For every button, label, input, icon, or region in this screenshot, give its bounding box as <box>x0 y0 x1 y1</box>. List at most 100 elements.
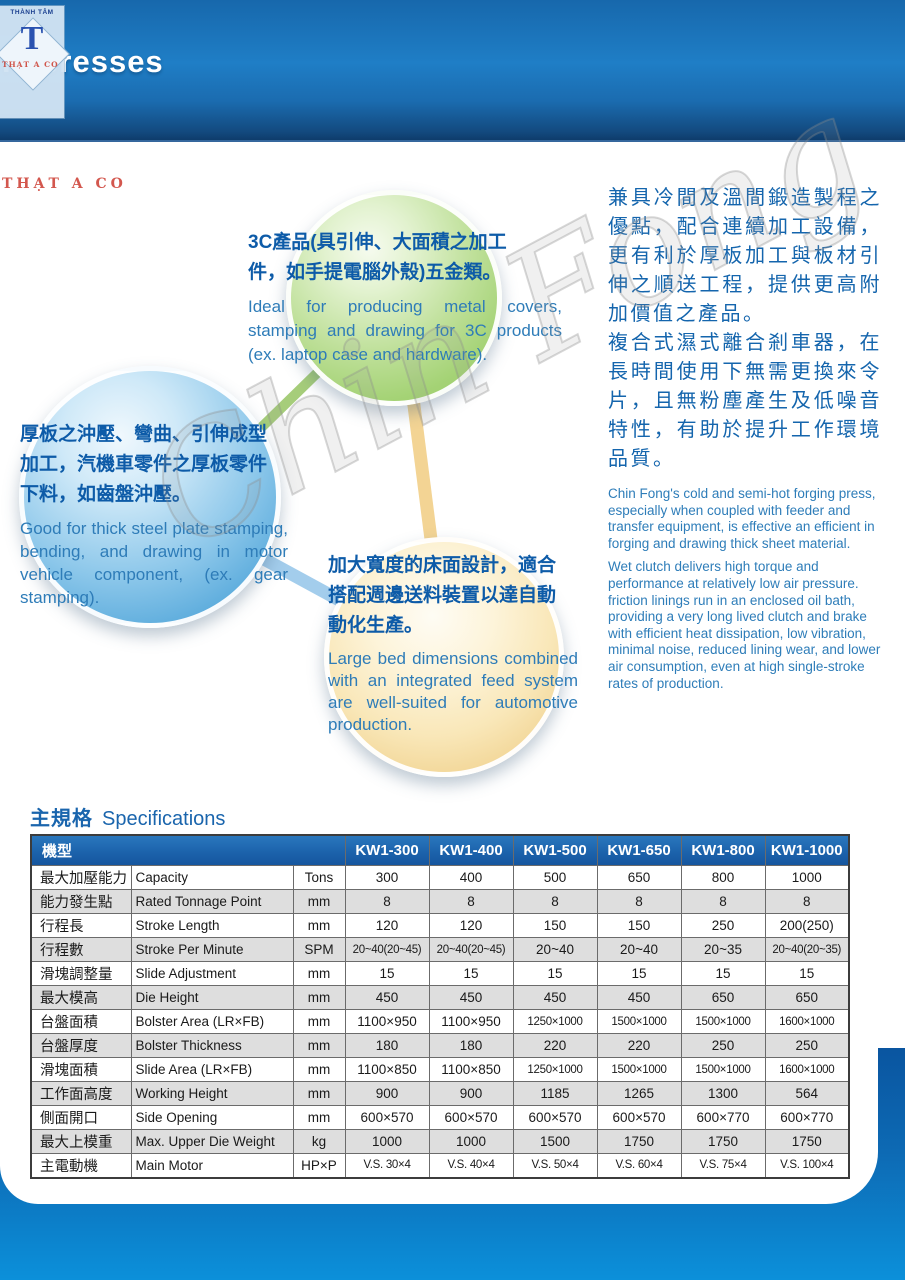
spec-value: 600×570 <box>344 1105 430 1130</box>
spec-row: 工作面高度 Working Height mm 900 900 1185 1265 1300 5… <box>30 1081 850 1106</box>
blue-bubble-chinese: 厚板之沖壓、彎曲、引伸成型 加工，汽機車零件之厚板零件 下料，如齒盤沖壓。 <box>20 424 268 505</box>
spec-value: 20~35 <box>680 937 766 962</box>
spec-unit: mm <box>292 1105 346 1130</box>
spec-value: 15 <box>680 961 766 986</box>
spec-value: 1250×1000 <box>512 1057 598 1082</box>
spec-value: 220 <box>596 1033 682 1058</box>
spec-row: 主電動機 Main Motor HP×P V.S. 30×4 V.S. 40×4 V.S.… <box>30 1153 850 1178</box>
spec-value: 200(250) <box>764 913 850 938</box>
spec-value: 250 <box>680 1033 766 1058</box>
spec-label-chinese: 主電動機 <box>30 1153 132 1178</box>
green-bubble-text: 3C產品(具引伸、大面積之加工 件，如手提電腦外殼)五金類。 Ideal for … <box>248 228 562 367</box>
spec-unit: mm <box>292 1081 346 1106</box>
spec-value: 1000 <box>428 1129 514 1154</box>
spec-row: 最大模高 Die Height mm 450 450 450 450 650 650 <box>30 985 850 1010</box>
spec-label-chinese: 最大上模重 <box>30 1129 132 1154</box>
specifications-table: 機型 KW1-300 KW1-400 KW1-500 KW1-650 KW1-800 KW… <box>30 834 851 1179</box>
spec-row: 台盤面積 Bolster Area (LR×FB) mm 1100×950 1100×9… <box>30 1009 850 1034</box>
page-header: le presses <box>0 0 905 142</box>
green-bubble <box>286 190 502 406</box>
spec-value: 1100×850 <box>428 1057 514 1082</box>
spec-row: 行程數 Stroke Per Minute SPM 20~40(20~45) 20~40… <box>30 937 850 962</box>
spec-label-chinese: 滑塊面積 <box>30 1057 132 1082</box>
specifications-title: 主規格 Specifications <box>30 802 225 831</box>
spec-label-chinese: 台盤厚度 <box>30 1033 132 1058</box>
model-column-header: KW1-1000 <box>764 834 850 866</box>
model-column-header: KW1-300 <box>344 834 430 866</box>
spec-value: 600×570 <box>428 1105 514 1130</box>
spec-label-chinese: 最大加壓能力 <box>30 865 132 890</box>
model-column-header: KW1-800 <box>680 834 766 866</box>
spec-value: V.S. 40×4 <box>428 1153 514 1178</box>
spec-value: 180 <box>344 1033 430 1058</box>
spec-value: 1500×1000 <box>680 1057 766 1082</box>
spec-unit: mm <box>292 985 346 1010</box>
spec-label-english: Die Height <box>130 985 294 1010</box>
spec-label-chinese: 行程數 <box>30 937 132 962</box>
spec-label-chinese: 行程長 <box>30 913 132 938</box>
red-stamp-small: THẠT A CO <box>2 60 59 69</box>
spec-label-english: Bolster Area (LR×FB) <box>130 1009 294 1034</box>
spec-row: 滑塊面積 Slide Area (LR×FB) mm 1100×850 1100×850… <box>30 1057 850 1082</box>
spec-value: 900 <box>428 1081 514 1106</box>
spec-unit: mm <box>292 1009 346 1034</box>
spec-value: 800 <box>680 865 766 890</box>
spec-label-english: Stroke Length <box>130 913 294 938</box>
spec-value: 1300 <box>680 1081 766 1106</box>
spec-value: 8 <box>764 889 850 914</box>
spec-unit: mm <box>292 1057 346 1082</box>
blue-bubble <box>19 366 281 628</box>
spec-value: 300 <box>344 865 430 890</box>
spec-value: V.S. 75×4 <box>680 1153 766 1178</box>
spec-value: 20~40(20~35) <box>764 937 850 962</box>
spec-label-english: Main Motor <box>130 1153 294 1178</box>
spec-row: 最大上模重 Max. Upper Die Weight kg 1000 1000 1500… <box>30 1129 850 1154</box>
spec-value: 1185 <box>512 1081 598 1106</box>
spec-unit: Tons <box>292 865 346 890</box>
spec-value: 20~40(20~45) <box>428 937 514 962</box>
thanh-tam-logo: THÀNH TÂM T <box>0 6 70 118</box>
spec-value: V.S. 50×4 <box>512 1153 598 1178</box>
spec-value: 650 <box>764 985 850 1010</box>
spec-label-english: Capacity <box>130 865 294 890</box>
spec-value: 450 <box>512 985 598 1010</box>
spec-row: 能力發生點 Rated Tonnage Point mm 8 8 8 8 8 8 <box>30 889 850 914</box>
spec-value: 180 <box>428 1033 514 1058</box>
right-english-paragraph: Chin Fong's cold and semi-hot forging pr… <box>608 486 876 551</box>
green-bubble-english: Ideal for producing metal covers, stampi… <box>248 297 562 364</box>
right-chinese-paragraph: 兼具冷間及溫間鍛造製程之優點，配合連續加工設備，更有利於厚板加工與板材引伸之順送… <box>608 187 882 325</box>
specifications-title-chinese: 主規格 <box>30 808 93 830</box>
spec-label-chinese: 最大模高 <box>30 985 132 1010</box>
spec-unit: mm <box>292 961 346 986</box>
spec-value: 900 <box>344 1081 430 1106</box>
spec-label-chinese: 台盤面積 <box>30 1009 132 1034</box>
spec-unit: HP×P <box>292 1153 346 1178</box>
spec-label-english: Slide Area (LR×FB) <box>130 1057 294 1082</box>
spec-value: 250 <box>680 913 766 938</box>
spec-value: 1500×1000 <box>596 1057 682 1082</box>
spec-label-chinese: 滑塊調整量 <box>30 961 132 986</box>
yellow-bubble <box>324 537 564 777</box>
spec-value: 1000 <box>764 865 850 890</box>
spec-value: 250 <box>764 1033 850 1058</box>
spec-value: 15 <box>596 961 682 986</box>
right-column-english: Chin Fong's cold and semi-hot forging pr… <box>608 486 882 699</box>
spec-row: 側面開口 Side Opening mm 600×570 600×570 600×570 6… <box>30 1105 850 1130</box>
model-column-header: KW1-400 <box>428 834 514 866</box>
spec-value: 20~40 <box>596 937 682 962</box>
spec-value: 1750 <box>596 1129 682 1154</box>
yellow-bubble-english: Large bed dimensions combined with an in… <box>328 649 578 734</box>
spec-label-chinese: 能力發生點 <box>30 889 132 914</box>
spec-value: 650 <box>596 865 682 890</box>
spec-label-english: Slide Adjustment <box>130 961 294 986</box>
spec-value: 1750 <box>764 1129 850 1154</box>
spec-value: 1600×1000 <box>764 1009 850 1034</box>
spec-value: 150 <box>596 913 682 938</box>
spec-label-english: Working Height <box>130 1081 294 1106</box>
spec-row: 滑塊調整量 Slide Adjustment mm 15 15 15 15 15 15 <box>30 961 850 986</box>
yellow-bubble-chinese: 加大寬度的床面設計，適合 搭配週邊送料裝置以達自動 動化生產。 <box>328 555 557 636</box>
spec-value: 8 <box>596 889 682 914</box>
specifications-title-english: Specifications <box>102 808 226 830</box>
spec-value: 650 <box>680 985 766 1010</box>
